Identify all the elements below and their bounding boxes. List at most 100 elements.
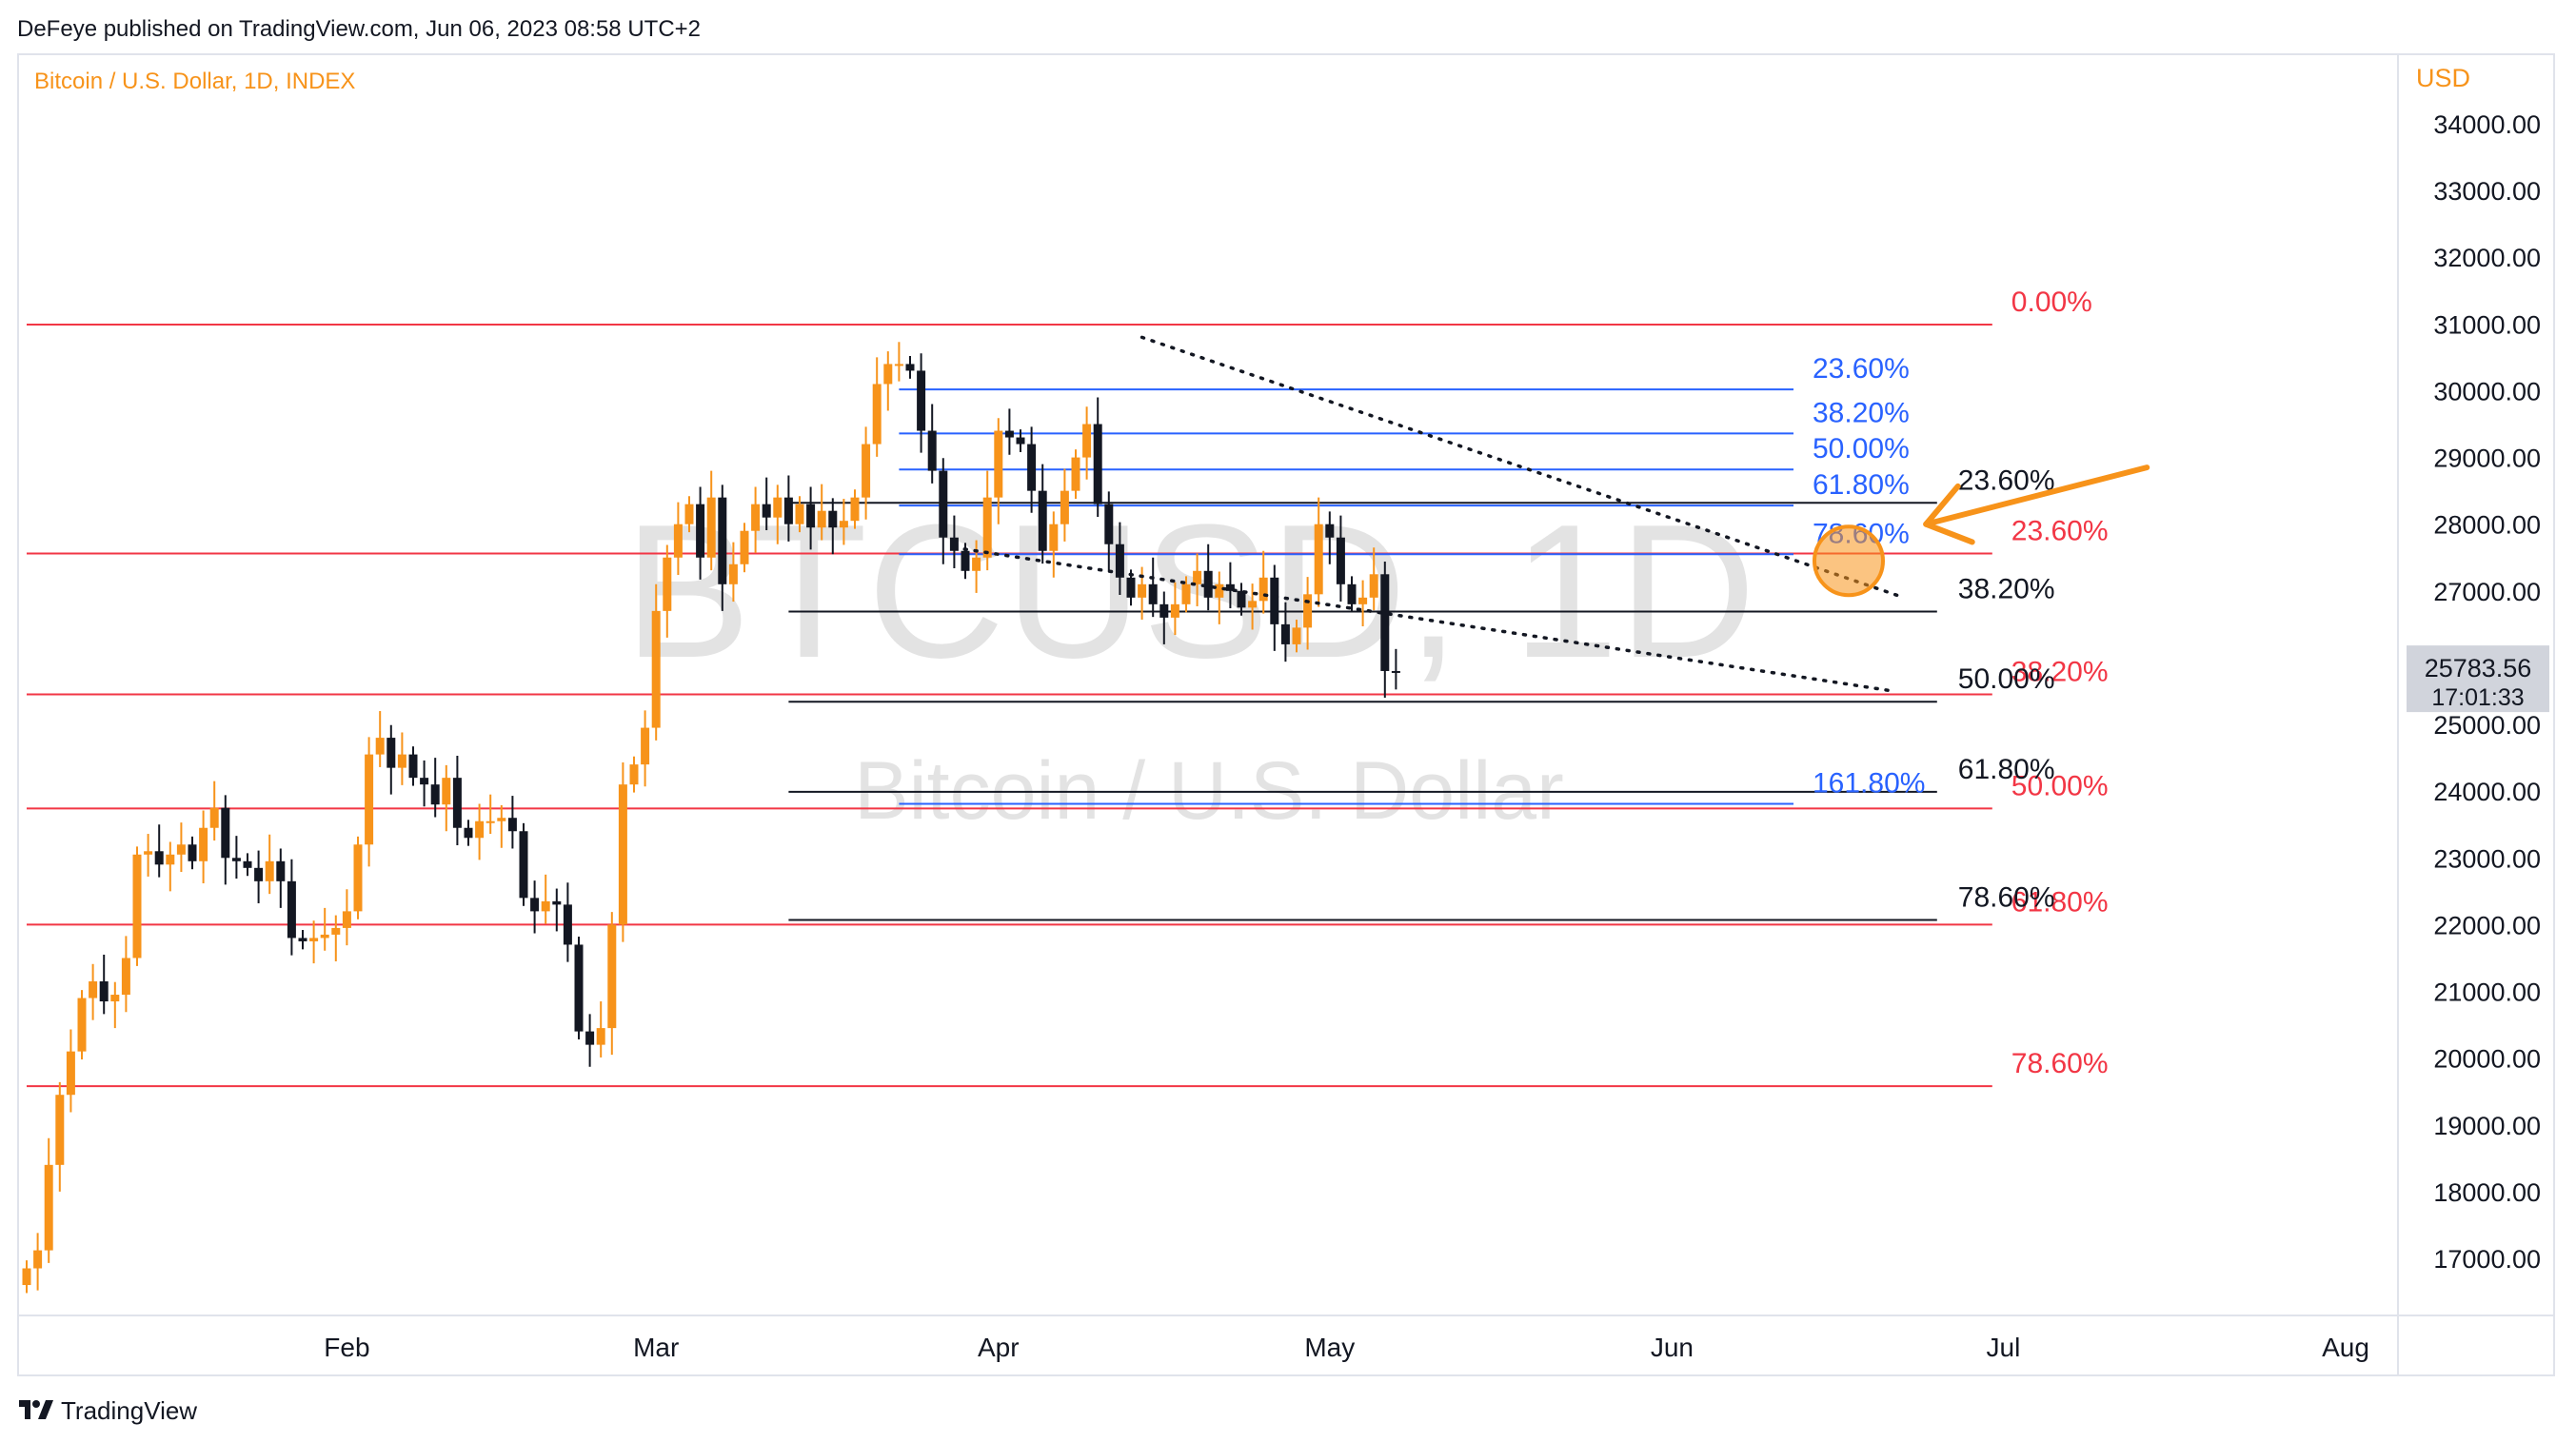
candle-bull (497, 818, 506, 821)
candle-bull (1303, 594, 1313, 628)
candle-bear (287, 880, 296, 939)
fib-blue-label: 61.80% (1813, 469, 1910, 501)
candle-bull (33, 1250, 43, 1269)
candle-bear (762, 504, 771, 518)
candle-bull (1215, 583, 1224, 598)
candle-bear (718, 497, 727, 584)
candle-bull (397, 754, 406, 768)
fib-labels: 0.00%23.60%38.20%50.00%61.80%78.60%23.60… (1813, 287, 2109, 1079)
candle-bull (309, 938, 319, 941)
price-tick-label: 32000.00 (2433, 244, 2541, 272)
price-tick-label: 30000.00 (2433, 377, 2541, 405)
candle-bull (751, 504, 761, 531)
candle-bear (420, 778, 429, 785)
fib-black-label: 23.60% (1958, 465, 2055, 496)
candle-bull (607, 924, 617, 1029)
time-tick-label: Jun (1651, 1333, 1694, 1362)
candle-bull (850, 497, 860, 522)
price-tick-label: 29000.00 (2433, 445, 2541, 473)
price-tick-label: 21000.00 (2433, 978, 2541, 1007)
time-tick-label: Mar (633, 1333, 679, 1362)
candle-bear (1280, 623, 1290, 644)
candle-bull (442, 778, 451, 805)
candle-bear (1004, 430, 1014, 438)
bar-countdown: 17:01:33 (2431, 684, 2524, 711)
candle-bear (939, 470, 948, 538)
candle-bull (663, 557, 672, 611)
candle-bear (1391, 670, 1400, 673)
time-tick-label: Jul (1987, 1333, 2021, 1362)
tradingview-logo[interactable]: TradingView (19, 1396, 197, 1425)
fib-levels (27, 324, 1992, 1088)
candle-bull (265, 860, 274, 881)
price-tick-label: 20000.00 (2433, 1045, 2541, 1074)
candle-bull (706, 497, 716, 558)
time-tick-label: Aug (2322, 1333, 2369, 1362)
candle-bull (121, 958, 130, 996)
candle-bear (231, 858, 241, 861)
candle-bull (673, 524, 683, 558)
candle-bear (552, 900, 562, 905)
candle-bear (828, 510, 838, 528)
candle-bear (961, 550, 970, 571)
candle-bear (1237, 590, 1246, 608)
candle-bear (221, 807, 230, 859)
symbol-legend[interactable]: Bitcoin / U.S. Dollar, 1D, INDEX (34, 69, 355, 94)
price-tick-label: 19000.00 (2433, 1112, 2541, 1140)
price-tick-label: 25000.00 (2433, 711, 2541, 740)
candle-bull (894, 364, 903, 366)
price-tick-label: 34000.00 (2433, 110, 2541, 139)
target-circle-marker (1813, 524, 1885, 598)
candle-bull (1181, 583, 1191, 604)
candle-bear (507, 818, 517, 832)
price-tick-label: 31000.00 (2433, 310, 2541, 339)
candle-bull (55, 1095, 65, 1165)
candle-bear (1325, 524, 1335, 538)
candle-bear (298, 938, 307, 941)
candle-bear (1159, 603, 1169, 618)
candle-bear (1380, 574, 1390, 671)
time-tick-label: Feb (324, 1333, 369, 1362)
candle-bear (1148, 583, 1158, 604)
candle-bull (795, 504, 804, 524)
arrow-shaft (1923, 465, 2150, 527)
fib-red-label: 38.20% (2011, 657, 2109, 688)
candle-bear (783, 497, 793, 524)
arrow-head (1923, 483, 1975, 545)
price-tick-label: 33000.00 (2433, 177, 2541, 206)
candle-bull (475, 820, 485, 839)
last-price-value: 25783.56 (2425, 654, 2532, 682)
tradingview-logo-icon (19, 1400, 53, 1419)
candle-bull (209, 807, 219, 828)
candle-bull (77, 998, 87, 1052)
time-axis[interactable]: Feb Mar Apr May Jun Jul Aug (324, 1333, 2369, 1362)
publish-info: DeFeye published on TradingView.com, Jun… (17, 16, 701, 42)
price-axis[interactable]: 17000.00 18000.00 19000.00 20000.00 21000.00… (2433, 110, 2541, 1274)
candlesticks (22, 342, 1400, 1294)
fib-red-label: 50.00% (2011, 770, 2109, 801)
candle-bear (154, 851, 164, 865)
candle-bull (862, 444, 871, 498)
candle-bull (839, 521, 848, 528)
candle-bull (320, 934, 329, 939)
candle-bull (972, 557, 981, 571)
candle-bear (408, 754, 418, 779)
candle-bear (1016, 437, 1025, 445)
candle-bear (917, 370, 926, 431)
price-tick-label: 17000.00 (2433, 1245, 2541, 1274)
candle-bull (740, 530, 749, 564)
candle-bull (817, 510, 826, 528)
candle-bear (1347, 583, 1357, 604)
candle-bear (905, 364, 915, 371)
candle-bear (806, 504, 816, 528)
candle-bull (199, 827, 208, 861)
candle-bull (1258, 577, 1268, 602)
fib-black-label: 50.00% (1958, 663, 2055, 695)
trendline (1139, 335, 1906, 600)
candle-bull (883, 364, 893, 385)
candle-bull (1082, 424, 1092, 458)
candle-bear (949, 537, 959, 551)
candle-bull (1071, 457, 1080, 491)
currency-label: USD (2416, 64, 2470, 92)
